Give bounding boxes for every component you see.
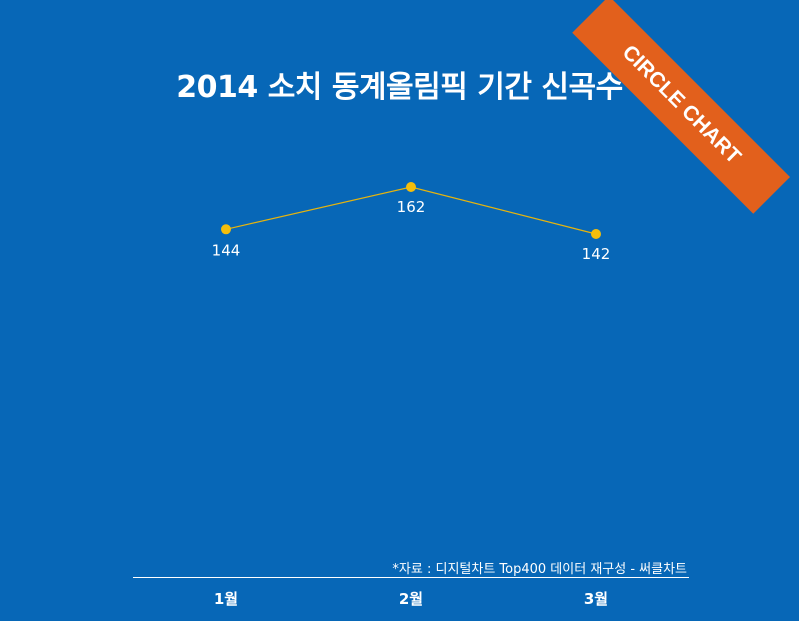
data-point-2 [406,182,416,192]
x-tick-label-3: 3월 [584,590,608,608]
data-label-3: 142 [582,245,611,263]
data-point-1 [221,224,231,235]
x-axis-line [133,577,689,578]
source-note: *자료 : 디지털차트 Top400 데이터 재구성 - 써클차트 [392,562,687,577]
x-tick-label-1: 1월 [214,590,238,608]
chart-title: 2014 소치 동계올림픽 기간 신곡수 [176,70,623,105]
series-layer: 144 162 142 [212,182,611,263]
x-tick-label-2: 2월 [399,590,423,608]
data-label-1: 144 [212,241,241,259]
data-point-3 [591,229,601,239]
x-tick-labels: 1월 2월 3월 [214,590,608,608]
data-label-2: 162 [397,198,426,216]
